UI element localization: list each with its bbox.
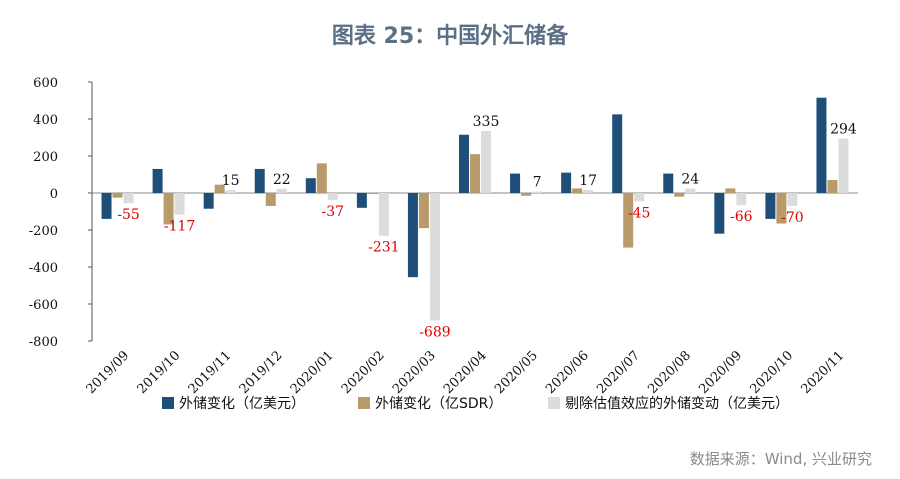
bar-2-2020-01: [316, 163, 327, 193]
y-tick-label: 600: [33, 76, 58, 91]
bar-1-2019-09: [101, 193, 112, 219]
bar-1-2019-11: [203, 193, 214, 209]
y-tick-label: -800: [29, 335, 58, 350]
bar-2-2019-11: [214, 184, 225, 193]
y-tick-label: -600: [29, 298, 58, 313]
bar-3-2020-06: [583, 189, 594, 193]
bar-3-2020-03: [429, 193, 440, 321]
legend-swatch-1: [162, 397, 174, 409]
x-tick-label: 2020/01: [288, 348, 337, 397]
data-label-2020-06: 17: [579, 173, 597, 189]
legend-label-1: 外储变化（亿美元）: [179, 396, 305, 412]
x-tick-label: 2020/05: [492, 348, 541, 397]
bar-2-2020-06: [572, 188, 583, 193]
bar-3-2020-04: [481, 131, 491, 193]
bar-2-2020-04: [470, 154, 480, 193]
bar-2-2020-02: [367, 193, 378, 194]
legend-swatch-3: [548, 397, 560, 409]
data-label-2020-01: -37: [322, 204, 345, 220]
x-tick-label: 2020/11: [798, 348, 847, 397]
bar-3-2020-09: [736, 193, 747, 206]
bar-3-2019-12: [276, 188, 287, 193]
data-label-2020-03: -689: [419, 324, 450, 340]
x-tick-label: 2020/10: [747, 348, 796, 397]
source-note: 数据来源：Wind, 兴业研究: [689, 450, 872, 468]
bar-1-2020-07: [612, 114, 623, 193]
bar-1-2019-10: [152, 168, 163, 193]
bar-2-2020-03: [418, 193, 429, 229]
legend-label-2: 外储变化（亿SDR）: [375, 396, 502, 412]
bar-1-2020-02: [356, 193, 367, 208]
bar-1-2020-03: [407, 193, 418, 278]
data-label-2019-09: -55: [117, 207, 140, 223]
data-label-2020-04: 335: [473, 114, 500, 130]
data-label-2019-10: -117: [164, 219, 195, 235]
y-tick-label: 400: [33, 113, 58, 128]
data-label-2019-12: 22: [273, 172, 291, 188]
y-tick-label: -400: [29, 261, 58, 276]
y-tick-label: -200: [29, 224, 58, 239]
data-label-2020-08: 24: [681, 172, 699, 188]
data-label-2020-05: 7: [533, 175, 542, 191]
bar-3-2019-10: [174, 193, 185, 215]
x-tick-label: 2020/03: [390, 348, 439, 397]
bar-2-2019-12: [265, 193, 276, 206]
data-label-2020-02: -231: [368, 240, 399, 256]
bar-3-2020-05: [532, 191, 543, 193]
legend-label-3: 剔除估值效应的外储变动（亿美元）: [565, 395, 789, 412]
x-tick-label: 2019/09: [84, 348, 133, 397]
bar-1-2020-01: [305, 178, 316, 193]
x-tick-label: 2019/10: [135, 348, 184, 397]
bar-1-2020-08: [663, 173, 674, 193]
bar-3-2020-01: [327, 193, 338, 200]
chart-title: 图表 25：中国外汇储备: [331, 24, 569, 49]
data-label-2019-11: 15: [222, 173, 240, 189]
x-tick-label: 2020/07: [594, 348, 643, 397]
bar-2-2020-10: [776, 193, 787, 224]
x-tick-label: 2020/04: [441, 348, 490, 397]
x-tick-label: 2020/02: [339, 348, 388, 397]
bar-1-2020-10: [765, 193, 776, 219]
legend-swatch-2: [358, 397, 370, 409]
y-tick-label: 200: [33, 150, 58, 165]
y-tick-label: 0: [50, 187, 58, 202]
bar-2-2020-07: [623, 193, 634, 248]
bar-2-2020-08: [674, 193, 685, 197]
bar-3-2020-02: [378, 193, 389, 236]
bar-3-2019-11: [225, 190, 236, 193]
bar-2-2020-11: [827, 180, 838, 193]
bar-3-2020-08: [685, 188, 696, 193]
bar-3-2020-10: [787, 193, 798, 206]
bar-2-2019-10: [163, 193, 174, 225]
bar-2-2020-05: [521, 193, 532, 196]
bar-3-2020-11: [838, 138, 849, 193]
bar-1-2020-06: [561, 172, 572, 193]
x-tick-label: 2020/08: [645, 348, 694, 397]
data-label-2020-09: -66: [730, 209, 753, 225]
x-tick-label: 2019/11: [186, 348, 235, 397]
bar-2-2020-09: [725, 188, 736, 193]
bar-1-2020-09: [714, 193, 725, 234]
bar-2-2019-09: [112, 193, 123, 198]
bar-1-2020-04: [459, 134, 469, 193]
bar-3-2020-07: [634, 193, 645, 202]
x-tick-label: 2019/12: [237, 348, 286, 397]
data-label-2020-10: -70: [781, 210, 804, 226]
x-tick-label: 2020/09: [696, 348, 745, 397]
bar-1-2019-12: [254, 168, 265, 193]
data-label-2020-11: 294: [830, 122, 857, 138]
x-tick-label: 2020/06: [543, 348, 592, 397]
bar-3-2019-09: [123, 193, 134, 204]
data-label-2020-07: -45: [628, 205, 651, 221]
bar-1-2020-05: [510, 173, 521, 193]
bar-1-2020-11: [816, 97, 827, 193]
